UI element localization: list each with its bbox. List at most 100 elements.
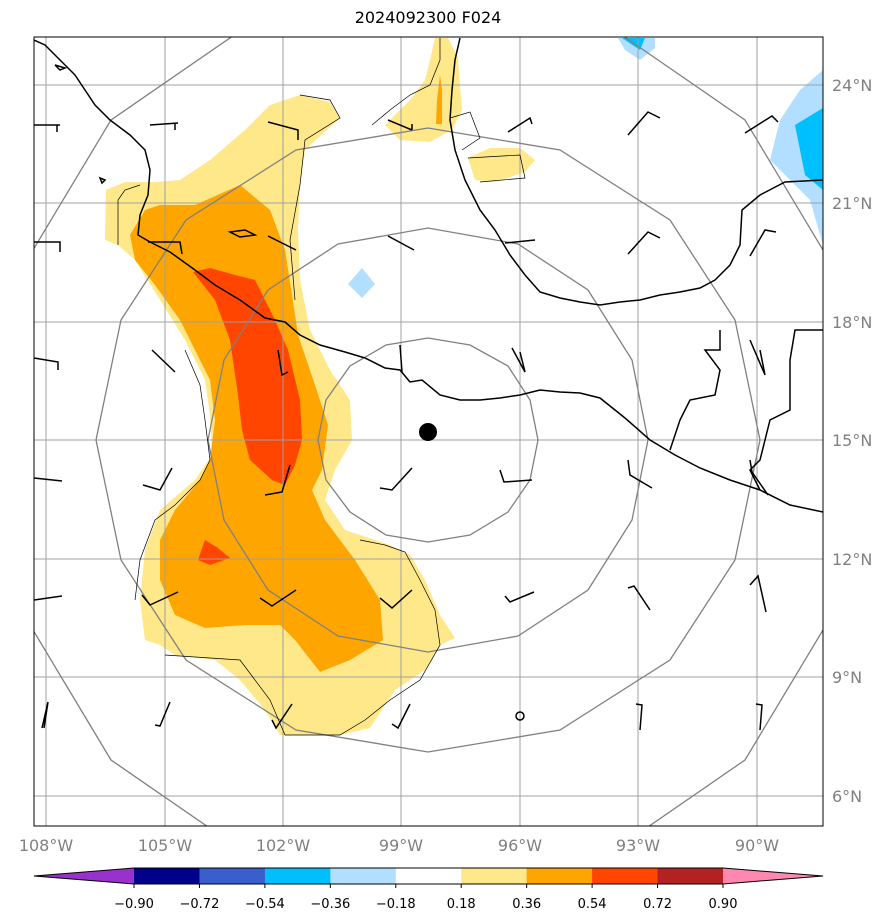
wind-barb [271,703,293,730]
lon-label: 105°W [138,836,193,855]
lat-label: 9°N [832,668,862,687]
wind-barb [34,595,63,601]
wind-barb [749,574,767,613]
wind-barb [34,241,61,252]
plot-frame [33,36,824,827]
colorbar-tick-label: 0.90 [709,897,738,912]
wind-barb [34,357,59,370]
colorbar: −0.90 −0.72 −0.54 −0.36 −0.18 0.18 0.36 0.54 0.7… [33,867,824,912]
wind-barb [399,344,403,373]
wind-barb [277,349,289,377]
colorbar-segment [264,868,331,884]
colorbar-segment [395,868,462,884]
calm-wind-marker [515,711,525,721]
colorbar-segment [592,868,659,884]
longitude-labels: 108°W 105°W 102°W 99°W 96°W 93°W 90°W [19,836,779,855]
wind-barb [148,241,183,255]
lat-label: 21°N [832,194,872,213]
anomaly-fill-light-gulf [468,148,535,182]
range-ring-2 [207,227,649,653]
range-ring-3 [95,127,761,753]
wind-barb [41,701,49,729]
colorbar-tick-label: −0.72 [180,897,220,912]
lon-label: 90°W [735,836,779,855]
anomaly-fill-neg-ne-strong [795,108,823,190]
wind-barbs [34,111,779,731]
range-rings [34,37,823,826]
anomaly-fill-medium-north [436,75,442,124]
lat-label: 24°N [832,76,872,95]
colorbar-tick-label: −0.36 [310,897,350,912]
anomaly-fill-neg-small [348,268,375,298]
colorbar-tick-label: 0.18 [447,897,476,912]
colorbar-tick-label: 0.36 [512,897,541,912]
lon-label: 108°W [19,836,74,855]
colorbar-segment [34,868,134,884]
wind-barb [387,235,415,251]
wind-barb [511,347,526,373]
wind-barb [627,585,651,611]
wind-barb [744,115,779,134]
colorbar-segment [134,868,200,884]
wind-barb [635,703,643,731]
wind-barb [34,477,63,482]
wind-barb [387,119,413,131]
wind-barb [627,459,653,489]
range-ring-1 [317,337,539,543]
center-marker [419,423,437,441]
colorbar-tick-label: −0.90 [114,897,154,912]
wind-barb [149,122,179,130]
colorbar-tick-label: −0.18 [376,897,416,912]
guatemala-border [669,330,721,451]
wind-barb [749,339,766,376]
wind-barb [507,116,533,133]
gulf-coastline [449,37,823,306]
yucatan-border [749,329,823,491]
colorbar-segment [657,868,724,884]
colorbar-tick-label: 0.54 [578,897,607,912]
lon-label: 102°W [256,836,311,855]
lon-label: 96°W [498,836,542,855]
wind-barb [264,464,291,496]
lat-label: 12°N [832,550,872,569]
state-borders [117,38,526,736]
colorbar-segment [723,868,823,884]
colorbar-segment [526,868,593,884]
wind-barb [379,589,413,609]
negative-anomaly-contours [348,38,823,298]
gulf-islands [54,64,258,238]
wind-barb [749,459,769,496]
latitude-labels: 24°N 21°N 18°N 15°N 12°N 9°N 6°N [832,76,872,806]
colorbar-segment [199,868,266,884]
colorbar-segment [330,868,397,884]
wind-barb [499,469,533,483]
lat-label: 15°N [832,431,872,450]
wind-barb [391,703,411,730]
wind-barb [755,703,763,731]
wind-barb [151,349,176,373]
wind-barb [627,111,661,136]
wind-barb [267,121,299,140]
anomaly-fill-neg-top [618,38,655,60]
lat-label: 18°N [832,313,872,332]
wind-barb [34,124,60,132]
positive-anomaly-contours [105,38,535,735]
lat-label: 6°N [832,787,862,806]
colorbar-tick-label: 0.72 [643,897,672,912]
wind-barb [504,239,536,244]
wind-barb [259,589,297,607]
coastlines [34,37,823,513]
anomaly-fill-neg-ne [770,70,823,245]
map-title: 2024092300 F024 [354,8,502,27]
pacific-coastline [34,39,823,513]
wind-barb [141,591,179,606]
wind-barb [379,467,413,491]
wind-barb [504,591,535,603]
colorbar-segment [461,868,528,884]
wind-barb [154,701,171,727]
range-ring-4 [34,37,823,826]
lon-label: 93°W [616,836,660,855]
lon-label: 99°W [379,836,423,855]
anomaly-fill-light-north [385,38,462,142]
